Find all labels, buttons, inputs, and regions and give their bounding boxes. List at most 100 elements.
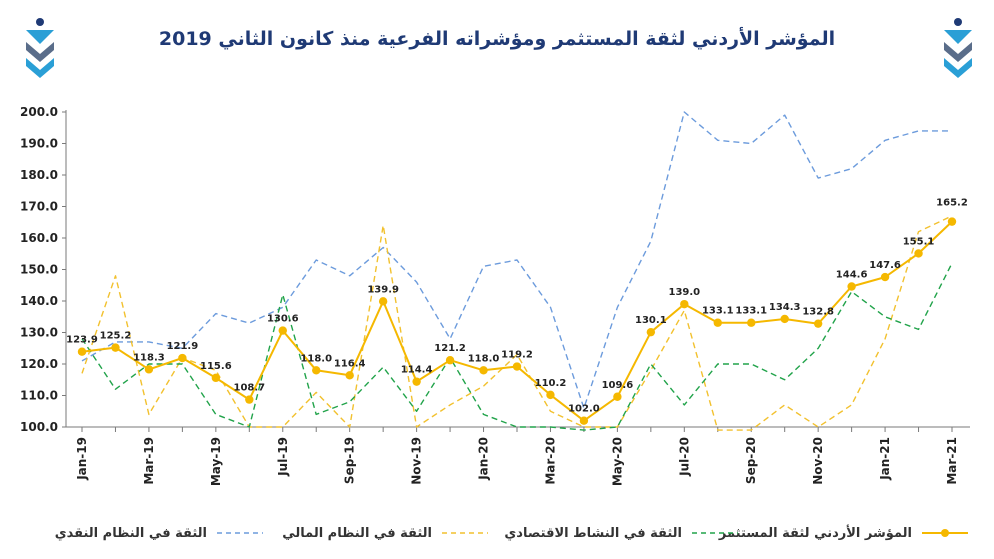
data-point [579, 416, 589, 425]
data-label: 118.3 [133, 352, 165, 363]
x-tick-label: Mar-20 [543, 437, 557, 485]
legend-label-monetary-system: الثقة في النظام النقدي [54, 525, 207, 541]
legend-item-monetary-system: الثقة في النظام النقدي [55, 518, 265, 548]
legend-swatch-investor-index [922, 529, 968, 537]
data-point [144, 365, 154, 374]
data-point [512, 362, 522, 371]
data-point [445, 356, 455, 365]
data-point [77, 347, 87, 356]
data-label: 118.0 [300, 353, 332, 364]
chart-axes: 100.0 110.0 120.0 130.0 140.0 150.0 160.0 170.0… [20, 105, 970, 486]
data-point [111, 343, 120, 352]
data-label: 165.2 [936, 198, 968, 209]
data-label: 108.7 [233, 383, 265, 394]
data-label: 139.0 [668, 287, 700, 298]
y-tick-label: 160.0 [20, 231, 58, 245]
series-line-3 [81, 111, 952, 409]
data-point [278, 326, 287, 335]
y-tick-label: 130.0 [20, 326, 58, 340]
x-tick-label: Jan-20 [477, 437, 491, 481]
data-point [813, 319, 823, 328]
data-point [345, 371, 354, 380]
data-label: 133.1 [702, 306, 734, 317]
series-line-2 [81, 215, 953, 431]
legend-item-economic-activity: الثقة في النشاط الاقتصادي [504, 518, 740, 548]
data-point [245, 395, 254, 404]
legend-swatch-monetary-system [217, 532, 263, 534]
data-label: 134.3 [769, 302, 801, 313]
legend-label-financial-system: الثقة في النظام المالي [282, 525, 432, 541]
x-tick-label: May-20 [610, 437, 624, 486]
data-point [780, 314, 789, 324]
data-label: 119.2 [501, 350, 533, 361]
legend-item-financial-system: الثقة في النظام المالي [282, 518, 490, 548]
x-tick-label: Sep-20 [744, 437, 758, 484]
data-label: 155.1 [903, 236, 935, 247]
x-tick-label: Nov-20 [811, 437, 825, 485]
data-point [713, 318, 722, 327]
legend-label-economic-activity: الثقة في النشاط الاقتصادي [504, 525, 682, 541]
y-tick-label: 170.0 [20, 200, 58, 214]
data-label: 121.2 [434, 343, 466, 354]
data-point [378, 297, 388, 306]
series-line-1 [81, 262, 953, 431]
data-label: 115.6 [200, 361, 232, 372]
data-point [880, 272, 890, 282]
jsc-emblem-icon [944, 18, 972, 78]
legend-swatch-financial-system [442, 532, 488, 534]
y-tick-label: 200.0 [20, 105, 58, 119]
data-label: 130.6 [267, 314, 299, 325]
chart-series [81, 111, 953, 431]
chart-markers [77, 217, 957, 425]
data-point [847, 282, 856, 291]
data-label: 132.8 [802, 307, 834, 318]
data-label: 102.0 [568, 404, 600, 415]
data-point [479, 366, 488, 375]
legend-label-investor-index: المؤشر الأردني لثقة المستثمر [718, 525, 912, 541]
x-tick-label: Mar-19 [142, 437, 156, 485]
data-point [613, 392, 622, 401]
y-tick-label: 110.0 [20, 389, 58, 403]
chart-legend: المؤشر الأردني لثقة المستثمر الثقة في ال… [55, 518, 970, 548]
data-label: 110.2 [535, 378, 567, 389]
y-tick-label: 150.0 [20, 263, 58, 277]
data-label: 130.1 [635, 315, 667, 326]
y-tick-label: 180.0 [20, 168, 58, 182]
x-tick-label: Sep-19 [343, 437, 357, 484]
legend-item-investor-index: المؤشر الأردني لثقة المستثمر [719, 518, 970, 548]
data-point [211, 373, 221, 383]
y-tick-label: 140.0 [20, 294, 58, 308]
data-label: 118.0 [468, 353, 500, 364]
data-point [680, 299, 689, 309]
y-tick-label: 190.0 [20, 137, 58, 151]
x-tick-label: Jan-19 [75, 437, 89, 481]
data-label: 144.6 [836, 270, 868, 281]
x-tick-label: Jul-19 [276, 437, 290, 477]
legend-swatch-economic-activity [692, 532, 738, 534]
data-point [412, 377, 421, 386]
data-label: 147.6 [869, 260, 901, 271]
data-point [178, 353, 187, 363]
data-point [914, 249, 923, 258]
jsc-emblem-icon [26, 18, 54, 78]
data-point [747, 318, 756, 327]
data-point [546, 390, 555, 400]
data-label: 123.9 [66, 335, 98, 346]
y-tick-label: 100.0 [20, 420, 58, 434]
x-tick-label: Nov-19 [410, 437, 424, 485]
data-label: 121.9 [167, 341, 199, 352]
data-point [646, 327, 656, 337]
data-point [947, 217, 957, 226]
x-tick-label: Jan-21 [878, 437, 892, 481]
data-point [312, 366, 321, 375]
data-label: 133.1 [735, 306, 767, 317]
chart-title: المؤشر الأردني لثقة المستثمر ومؤشراته ال… [158, 28, 836, 50]
y-tick-label: 120.0 [20, 357, 58, 371]
data-label: 116.4 [334, 358, 366, 369]
x-tick-label: May-19 [209, 437, 223, 486]
data-label: 109.6 [602, 380, 634, 391]
x-tick-label: Jul-20 [677, 437, 691, 477]
data-label: 114.4 [401, 365, 433, 376]
